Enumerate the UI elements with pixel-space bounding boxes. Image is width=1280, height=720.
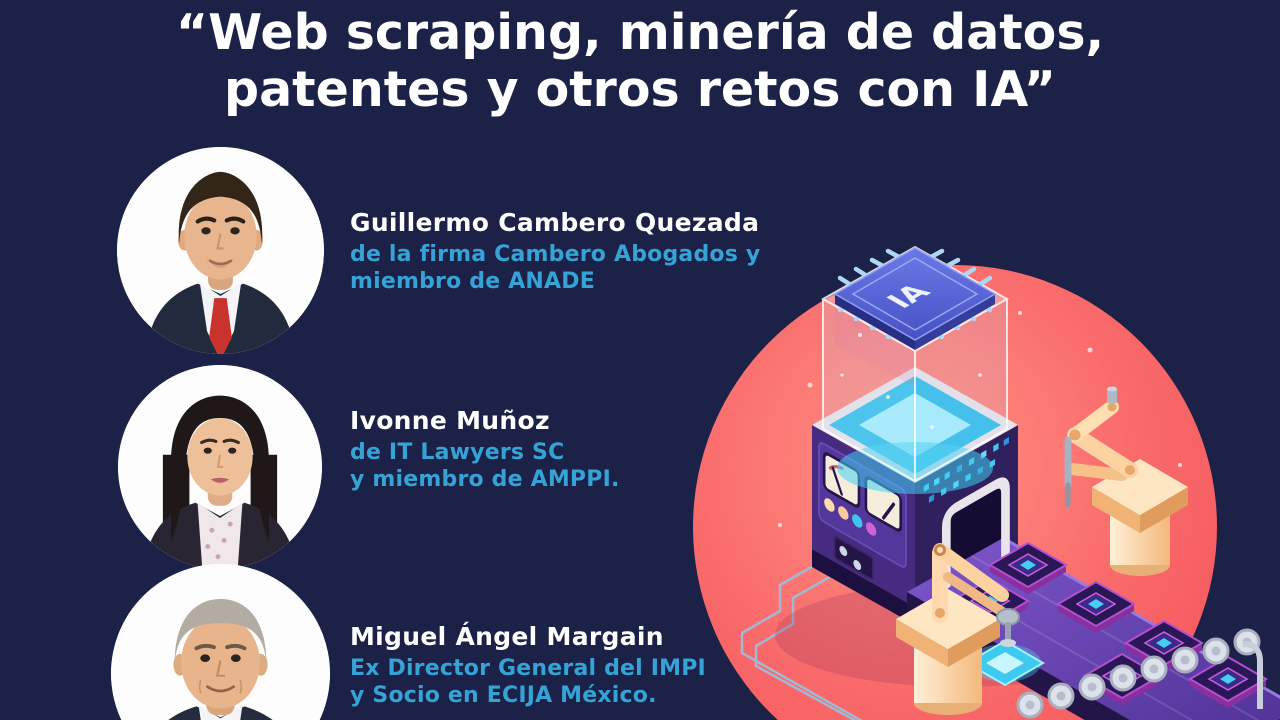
robot-arm-front xyxy=(896,543,1020,715)
speaker-photo-ivonne xyxy=(118,365,322,569)
speaker-photo-miguel xyxy=(111,564,330,720)
speaker-role-line1: Ex Director General del IMPI xyxy=(350,656,706,681)
poster-title-line2: patentes y otros retos con IA” xyxy=(224,61,1056,119)
speaker-role-line2: y miembro de AMPPI. xyxy=(350,466,620,492)
ia-chip: IA xyxy=(833,247,997,350)
speaker-role-line1: de la firma Cambero Abogados y xyxy=(350,242,761,267)
glowing-chip xyxy=(965,639,1045,687)
poster-title-line1: “Web scraping, minería de datos, xyxy=(175,4,1105,61)
belt-end-rod xyxy=(1242,641,1263,709)
arch-frame xyxy=(941,477,1010,592)
circuit-wires xyxy=(740,547,863,720)
speaker-name: Guillermo Cambero Quezada xyxy=(350,208,760,237)
speaker-role-line2: y Socio en ECIJA México. xyxy=(350,682,657,708)
ai-factory-scene: IA xyxy=(693,245,1280,720)
speaker-card-guillermo: Guillermo Cambero Quezada de la firma Ca… xyxy=(350,208,760,296)
speaker-role-line1: de IT Lawyers SC xyxy=(350,440,565,465)
robot-arm-right xyxy=(1064,386,1188,576)
ai-factory-illustration: IA xyxy=(660,235,1280,720)
sparkles xyxy=(778,311,1182,527)
poster-title: “Web scraping, minería de datos, patente… xyxy=(0,0,1280,119)
portrait-man-gray-hair xyxy=(111,564,330,720)
speaker-card-ivonne: Ivonne Muñoz de IT Lawyers SC y miembro … xyxy=(350,406,620,494)
speaker-card-miguel: Miguel Ángel Margain Ex Director General… xyxy=(350,622,706,710)
portrait-man-red-tie xyxy=(117,147,324,354)
speaker-name: Miguel Ángel Margain xyxy=(350,622,664,651)
speaker-role-line2: miembro de ANADE xyxy=(350,268,595,294)
speaker-photo-guillermo xyxy=(117,147,324,354)
belt-rollers xyxy=(1016,628,1263,719)
portrait-woman-dark-hair xyxy=(118,365,322,569)
speaker-name: Ivonne Muñoz xyxy=(350,406,550,435)
